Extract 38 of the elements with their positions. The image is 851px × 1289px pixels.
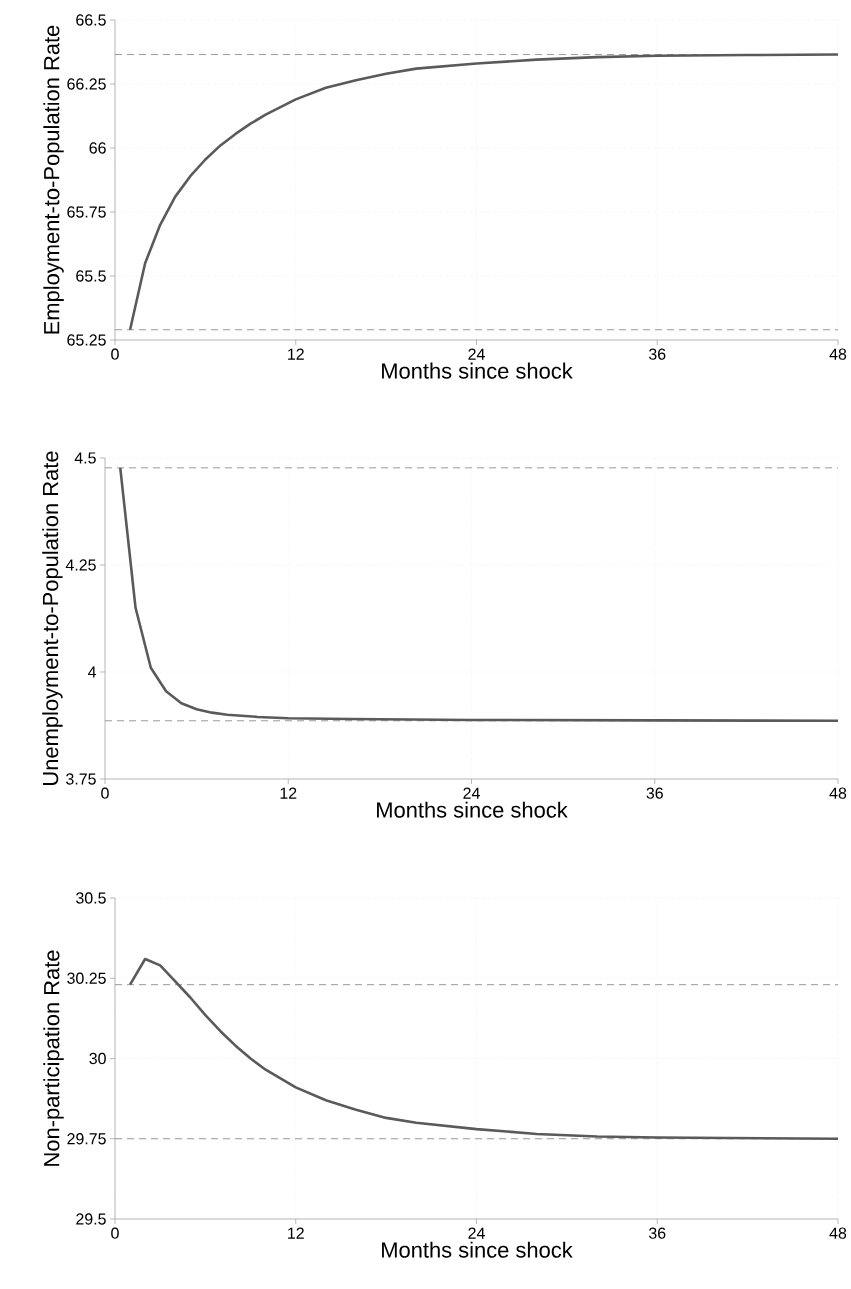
y-tick-label: 30 [89, 1052, 106, 1065]
x-tick-label: 48 [829, 348, 847, 360]
y-tick-label: 65.25 [67, 334, 106, 346]
x-tick-label: 48 [829, 1227, 847, 1239]
y-tick-label: 30.5 [76, 892, 106, 904]
x-axis-title: Months since shock [377, 801, 568, 818]
x-tick-label: 24 [463, 787, 480, 799]
x-tick-label: 36 [648, 1227, 666, 1239]
y-tick-label: 3.75 [66, 773, 96, 785]
y-axis-title: Unemployment-to-Population Rate [42, 451, 63, 785]
x-axis-title: Months since shock [382, 362, 573, 379]
y-tick-label: 4.5 [74, 452, 96, 464]
y-axis-title: Non-participation Rate [43, 950, 64, 1166]
x-tick-label: 48 [829, 787, 847, 799]
y-tick-label: 4 [87, 666, 96, 678]
x-tick-label: 24 [468, 1227, 485, 1239]
x-tick-label: 24 [468, 348, 485, 360]
x-tick-label: 36 [648, 348, 666, 360]
y-tick-label: 66.5 [76, 14, 106, 26]
y-tick-label: 30.25 [67, 972, 106, 984]
y-tick-label: 66.25 [67, 78, 106, 90]
x-axis-title: Months since shock [382, 1241, 573, 1258]
y-tick-label: 65.75 [67, 206, 106, 218]
x-tick-label: 12 [280, 787, 297, 799]
line-series [128, 53, 840, 332]
y-tick-label: 29.75 [67, 1133, 106, 1145]
x-tick-label: 0 [101, 787, 109, 799]
x-tick-label: 0 [111, 348, 119, 360]
y-tick-label: 29.5 [76, 1213, 106, 1225]
y-tick-label: 65.5 [76, 270, 106, 282]
x-tick-label: 36 [646, 787, 663, 799]
y-tick-label: 66 [89, 142, 106, 154]
x-tick-label: 12 [288, 1227, 304, 1239]
line-series [118, 466, 840, 723]
x-tick-label: 12 [288, 348, 304, 360]
y-axis-title: Employment-to-Population Rate [43, 25, 64, 334]
x-tick-label: 0 [111, 1227, 119, 1239]
y-tick-label: 4.25 [65, 559, 96, 571]
